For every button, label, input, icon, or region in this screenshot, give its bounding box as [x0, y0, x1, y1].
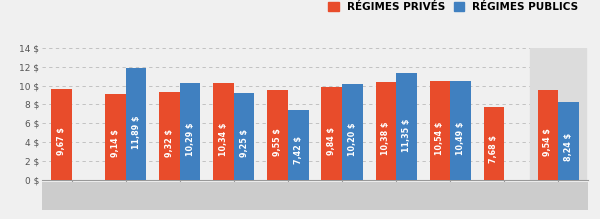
Bar [180, 83, 200, 180]
Bar [234, 93, 254, 180]
Text: 9,67 $: 9,67 $ [57, 127, 66, 155]
Bar [126, 68, 146, 180]
Legend: RÉGIMES PRIVÉS, RÉGIMES PUBLICS: RÉGIMES PRIVÉS, RÉGIMES PUBLICS [324, 0, 583, 16]
Text: 10,49 $: 10,49 $ [456, 122, 465, 155]
Bar [538, 90, 558, 180]
Bar [558, 102, 579, 180]
Text: 9,55 $: 9,55 $ [273, 128, 282, 156]
Text: 9,25 $: 9,25 $ [239, 129, 248, 157]
Text: 9,84 $: 9,84 $ [327, 127, 336, 155]
Bar [288, 110, 308, 180]
Bar [322, 87, 342, 180]
Bar [376, 82, 396, 180]
Bar [214, 83, 234, 180]
Text: 9,14 $: 9,14 $ [111, 130, 120, 157]
Text: 10,29 $: 10,29 $ [185, 122, 194, 156]
Bar [450, 81, 470, 180]
Text: 10,34 $: 10,34 $ [219, 122, 228, 155]
Text: 10,54 $: 10,54 $ [436, 121, 445, 155]
Bar [430, 81, 450, 180]
Bar [484, 108, 504, 180]
Bar [396, 73, 416, 180]
Bar [105, 94, 126, 180]
Bar [342, 84, 362, 180]
Text: 10,38 $: 10,38 $ [382, 122, 391, 155]
Bar [51, 89, 72, 180]
Text: 7,68 $: 7,68 $ [490, 135, 499, 163]
Bar [530, 48, 586, 180]
Bar [160, 92, 180, 180]
Text: 8,24 $: 8,24 $ [564, 133, 573, 161]
Text: 11,35 $: 11,35 $ [402, 118, 411, 152]
Bar [268, 90, 288, 180]
Text: 9,54 $: 9,54 $ [544, 128, 553, 156]
Text: 10,20 $: 10,20 $ [348, 123, 357, 156]
Text: 11,89 $: 11,89 $ [131, 116, 140, 149]
Text: 9,32 $: 9,32 $ [165, 129, 174, 157]
Text: 7,42 $: 7,42 $ [294, 136, 303, 164]
